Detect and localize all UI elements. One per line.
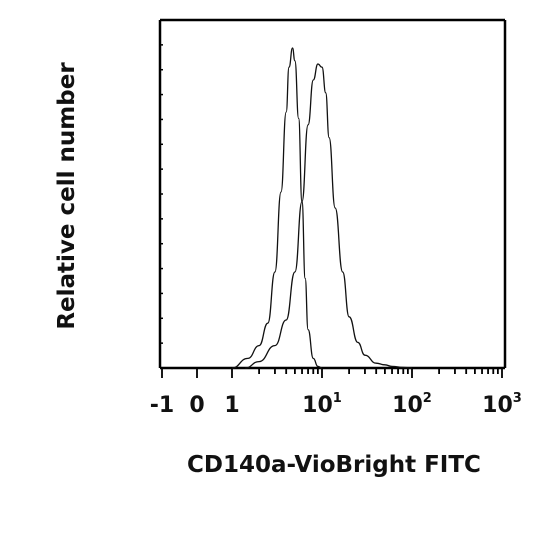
x-axis-title: CD140a-VioBright FITC [187,452,481,478]
x-tick-label: 0 [189,393,204,418]
x-tick-label: 1 [224,393,239,418]
x-tick-label: 102 [392,391,432,418]
histogram-series-1 [231,47,323,369]
x-axis-tick-labels: -1 0 1 101 102 103 [150,391,522,418]
y-axis-title: Relative cell number [54,62,80,330]
histogram-series-2 [245,63,413,369]
x-tick-label: -1 [150,393,174,418]
plot-frame [158,18,507,370]
x-axis-ticks [161,368,503,378]
x-tick-label: 103 [482,391,522,418]
histogram-series [231,47,413,369]
y-axis-ticks [160,19,163,369]
x-tick-label: 101 [302,391,342,418]
